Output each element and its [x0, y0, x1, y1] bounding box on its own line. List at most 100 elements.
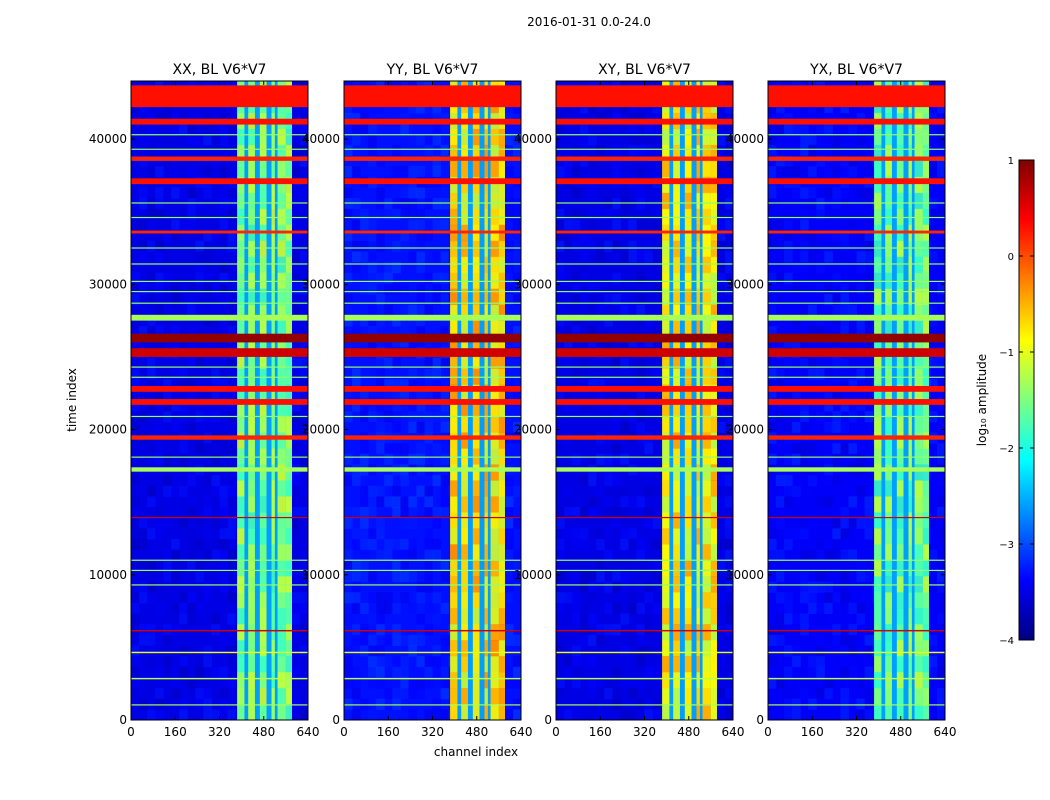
heatmap-cell — [604, 624, 613, 636]
heatmap-cell — [408, 517, 417, 529]
heatmap-cell — [203, 134, 212, 146]
signal-blob — [710, 592, 717, 609]
colorbar-gradient — [1018, 159, 1035, 641]
signal-blob — [662, 528, 670, 545]
heatmap-cell — [291, 283, 301, 295]
signal-blob — [472, 288, 480, 306]
heatmap-cell — [432, 219, 442, 231]
signal-blob — [285, 352, 292, 370]
signal-blob — [702, 256, 711, 274]
signal-blob — [922, 352, 929, 370]
signal-blob — [285, 144, 292, 162]
heatmap-cell — [612, 112, 621, 125]
heatmap-cell — [187, 123, 196, 135]
heatmap-cell — [840, 400, 849, 412]
signal-blob — [702, 432, 711, 449]
heatmap-cell — [291, 475, 301, 487]
signal-blob — [285, 240, 292, 258]
thin-row-line — [556, 148, 733, 150]
heatmap-cell — [572, 283, 581, 295]
signal-blob — [922, 480, 929, 497]
heatmap-cell — [187, 677, 196, 689]
heatmap-cell — [416, 325, 425, 338]
heatmap-cell — [724, 144, 733, 157]
heatmap-cell — [291, 357, 301, 370]
thin-row-line — [556, 366, 733, 368]
heatmap-cell — [800, 262, 809, 274]
heatmap-cell — [187, 389, 196, 401]
heatmap-cell — [840, 634, 849, 646]
signal-blob — [896, 432, 904, 449]
thin-row-line — [768, 280, 945, 283]
heatmap-cell — [596, 144, 605, 157]
heatmap-cell — [572, 592, 581, 604]
heatmap-cell — [227, 656, 237, 668]
signal-blob — [461, 480, 468, 497]
signal-blob — [702, 176, 711, 194]
signal-blob — [248, 688, 255, 705]
heatmap-cell — [620, 666, 629, 678]
heatmap-cell — [864, 570, 874, 583]
signal-blob — [484, 384, 488, 401]
heatmap-cell — [211, 592, 220, 604]
flagged-row — [768, 677, 945, 680]
heatmap-cell — [179, 208, 188, 220]
heatmap-cell — [564, 453, 573, 465]
heatmap-cell — [636, 698, 645, 710]
heatmap-cell — [424, 485, 433, 497]
heatmap-cell — [171, 283, 180, 295]
signal-blob — [896, 496, 904, 513]
heatmap-cell — [636, 549, 645, 561]
heatmap-cell — [580, 507, 589, 519]
thin-row-line — [768, 247, 945, 249]
heatmap-cell — [424, 102, 433, 114]
heatmap-cell — [155, 304, 164, 316]
thin-row-line — [131, 280, 308, 283]
heatmap-cell — [203, 166, 212, 178]
heatmap-cell — [400, 379, 409, 391]
signal-blob — [896, 688, 904, 705]
heatmap-cell — [432, 368, 442, 380]
heatmap-cell — [299, 144, 308, 157]
heatmap-cell — [155, 421, 164, 433]
signal-blob — [885, 256, 892, 274]
heatmap-cell — [580, 240, 589, 252]
signal-blob — [914, 304, 923, 322]
signal-blob — [450, 384, 458, 401]
heatmap-cell — [227, 400, 237, 412]
heatmap-cell — [784, 698, 793, 710]
signal-blob — [908, 688, 912, 705]
signal-blob — [484, 304, 488, 322]
thin-row-line — [131, 247, 308, 249]
signal-blob — [490, 592, 499, 609]
signal-blob — [461, 336, 468, 354]
heatmap-cell — [620, 709, 629, 720]
signal-blob — [490, 464, 499, 481]
heatmap-cell — [368, 283, 377, 295]
heatmap-cell — [504, 517, 514, 529]
signal-blob — [914, 496, 923, 513]
heatmap-cell — [155, 251, 164, 263]
heatmap-cell — [580, 155, 589, 167]
heatmap-cell — [784, 230, 793, 242]
signal-blob — [702, 672, 711, 689]
heatmap-cell — [219, 698, 229, 710]
heatmap-cell — [211, 538, 220, 551]
heatmap-cell — [344, 453, 353, 465]
signal-blob — [914, 352, 923, 370]
heatmap-cell — [352, 379, 361, 391]
signal-blob — [662, 192, 670, 210]
heatmap-cell — [644, 187, 654, 199]
heatmap-cell — [572, 656, 581, 668]
heatmap-cell — [840, 453, 849, 465]
signal-blob — [710, 624, 717, 641]
heatmap-cell — [928, 379, 938, 391]
signal-blob — [285, 544, 292, 561]
signal-blob — [885, 192, 892, 210]
heatmap-cell — [556, 198, 565, 210]
heatmap-cell — [179, 613, 188, 625]
signal-blob — [490, 640, 499, 657]
heatmap-cell — [928, 549, 938, 561]
heatmap-cell — [211, 688, 220, 700]
heatmap-cell — [864, 198, 874, 210]
